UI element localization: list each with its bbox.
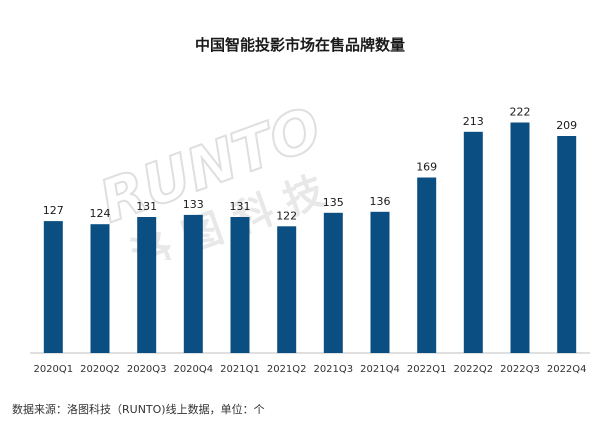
data-label-2022Q1: 169 <box>416 161 437 174</box>
bar-2021Q4 <box>370 211 390 353</box>
data-label-2022Q2: 213 <box>463 115 484 128</box>
x-tick-label-2020Q4: 2020Q4 <box>173 364 213 375</box>
bar-2020Q1 <box>43 221 63 353</box>
x-tick-label-2022Q3: 2022Q3 <box>500 364 540 375</box>
data-label-2021Q4: 136 <box>370 195 391 208</box>
data-label-2020Q3: 131 <box>136 200 157 213</box>
x-tick-label-2022Q4: 2022Q4 <box>547 364 587 375</box>
data-label-2020Q1: 127 <box>43 204 64 217</box>
x-tick-label-2022Q2: 2022Q2 <box>453 364 493 375</box>
bar-2020Q4 <box>183 214 203 353</box>
bar-2020Q2 <box>90 224 110 353</box>
x-tick-label-2021Q2: 2021Q2 <box>267 364 307 375</box>
bar-2021Q3 <box>323 212 343 353</box>
x-tick-label-2021Q3: 2021Q3 <box>313 364 353 375</box>
x-tick-label-2021Q1: 2021Q1 <box>220 364 260 375</box>
x-tick-label-2022Q1: 2022Q1 <box>407 364 447 375</box>
bar-2022Q2 <box>463 131 483 353</box>
x-tick-label-2020Q2: 2020Q2 <box>80 364 120 375</box>
bar-2022Q3 <box>510 122 530 353</box>
chart-title: 中国智能投影市场在售品牌数量 <box>194 36 405 54</box>
data-label-2020Q2: 124 <box>90 207 111 220</box>
bar-2022Q1 <box>417 177 437 353</box>
bar-2020Q3 <box>137 217 157 353</box>
bar-2021Q1 <box>230 217 250 353</box>
data-label-2021Q1: 131 <box>230 200 251 213</box>
data-source-note: 数据来源：洛图科技（RUNTO)线上数据，单位：个 <box>12 403 265 416</box>
bar-2021Q2 <box>277 226 297 353</box>
runto-watermark: RUNTO 洛 图 科 技 <box>90 100 331 260</box>
bar-2022Q4 <box>557 136 577 353</box>
x-tick-label-2020Q3: 2020Q3 <box>127 364 167 375</box>
data-label-2022Q3: 222 <box>510 106 531 119</box>
data-label-2020Q4: 133 <box>183 198 204 211</box>
data-label-2021Q3: 135 <box>323 196 344 209</box>
data-label-2021Q2: 122 <box>276 209 297 222</box>
x-tick-label-2020Q1: 2020Q1 <box>33 364 73 375</box>
data-label-2022Q4: 209 <box>556 119 577 132</box>
x-tick-label-2021Q4: 2021Q4 <box>360 364 400 375</box>
